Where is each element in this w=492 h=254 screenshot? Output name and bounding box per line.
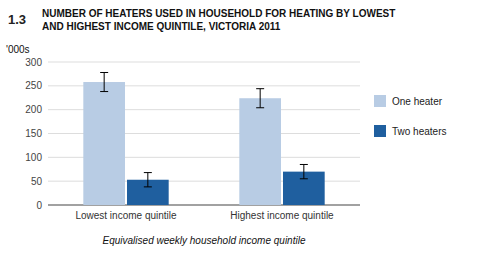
title: NUMBER OF HEATERS USED IN HOUSEHOLD FOR … xyxy=(42,8,395,32)
x-tick-label: Lowest income quintile xyxy=(75,210,177,221)
grid-line xyxy=(48,62,360,63)
y-tick-label: 200 xyxy=(25,104,42,115)
error-bar xyxy=(144,173,152,187)
bar xyxy=(239,98,281,205)
error-bar xyxy=(256,89,264,108)
legend: One heater Two heaters xyxy=(374,95,446,137)
y-tick-label: 300 xyxy=(25,57,42,68)
legend-label: Two heaters xyxy=(392,126,446,137)
x-axis-label: Equivalised weekly household income quin… xyxy=(103,235,306,246)
bar xyxy=(83,82,125,205)
legend-swatch xyxy=(374,125,386,137)
bars xyxy=(83,72,324,205)
y-tick-label: 50 xyxy=(31,176,43,187)
error-bar xyxy=(300,164,308,178)
x-tick-label: Highest income quintile xyxy=(230,210,334,221)
y-tick-label: 250 xyxy=(25,80,42,91)
legend-swatch xyxy=(374,95,386,107)
chart: 1.3 NUMBER OF HEATERS USED IN HOUSEHOLD F… xyxy=(0,0,492,254)
y-tick-label: 150 xyxy=(25,128,42,139)
section-number: 1.3 xyxy=(8,12,26,27)
y-tick-label: 100 xyxy=(25,152,42,163)
y-axis-label: '000s xyxy=(6,44,30,55)
legend-label: One heater xyxy=(392,96,443,107)
error-bar xyxy=(100,72,108,91)
y-tick-label: 0 xyxy=(36,200,42,211)
grid xyxy=(48,62,360,205)
